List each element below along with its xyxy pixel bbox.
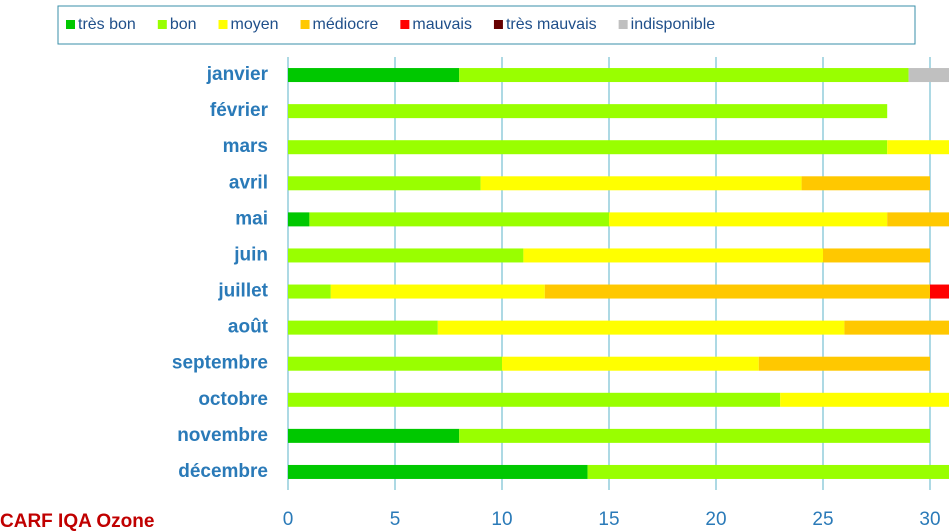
y-tick-label: janvier [206,64,269,85]
bar-segment [609,212,888,227]
y-tick-label: mars [223,136,268,157]
legend-label: médiocre [313,16,379,33]
bar-segment [330,284,545,299]
bar-segment [523,248,823,263]
bar-segment [309,212,609,227]
bar-segment [288,320,438,335]
annotation: CARF IQA Ozone [0,511,154,532]
bar-segment [288,428,460,443]
legend-swatch [618,20,628,29]
y-tick-label: août [228,317,269,338]
bar-segment [544,284,930,299]
bar-segment [288,212,310,227]
bar-segment [459,428,930,443]
bar-segment [288,140,888,155]
bar-segment [887,212,949,227]
bar-segment [437,320,845,335]
y-tick-label: septembre [172,353,268,374]
y-tick-label: décembre [178,461,268,482]
legend-swatch [157,20,167,29]
legend-label: indisponible [631,16,716,33]
legend-swatch [400,20,410,29]
legend-label: bon [170,16,197,33]
bar-segment [844,320,949,335]
y-tick-label: mai [235,208,268,229]
bar-segment [288,176,481,191]
legend: très bon bon moyen médiocre mauvais très mauv… [66,16,715,33]
y-tick-label: octobre [198,389,268,410]
bar-segment [288,356,502,371]
bar-segment [288,248,524,263]
bar-segment [887,140,949,155]
y-tick-label: février [210,100,269,121]
bar-segment [758,356,930,371]
bar-segment [288,464,588,479]
bar-segment [930,284,949,299]
y-tick-label: avril [229,172,268,193]
x-tick-label: 5 [390,509,401,530]
bar-segment [502,356,759,371]
bar-segment [459,68,909,83]
bar-segment [288,392,781,407]
bar-segment [908,68,949,83]
legend-label: moyen [231,16,279,33]
legend-label: très mauvais [506,16,597,33]
legend-label: très bon [78,16,136,33]
legend-swatch [300,20,310,29]
y-tick-label: juillet [217,281,268,302]
y-tick-label: juin [233,244,268,265]
bar-segment [480,176,802,191]
x-tick-label: 30 [919,509,940,530]
bar-segment [288,68,460,83]
bar-segment [801,176,930,191]
bar-segment [587,464,949,479]
legend-swatch [66,20,75,29]
legend-swatch [218,20,228,29]
legend-swatch [493,20,503,29]
x-tick-label: 20 [705,509,726,530]
x-tick-label: 10 [491,509,512,530]
bar-segment [288,104,888,119]
legend-label: mauvais [412,16,472,33]
x-tick-label: 25 [812,509,833,530]
x-tick-label: 0 [283,509,294,530]
x-tick-label: 15 [598,509,619,530]
legend-box [57,5,916,45]
bar-segment [823,248,930,263]
y-tick-label: novembre [177,425,268,446]
bar-segment [288,284,331,299]
bar-segment [780,392,949,407]
